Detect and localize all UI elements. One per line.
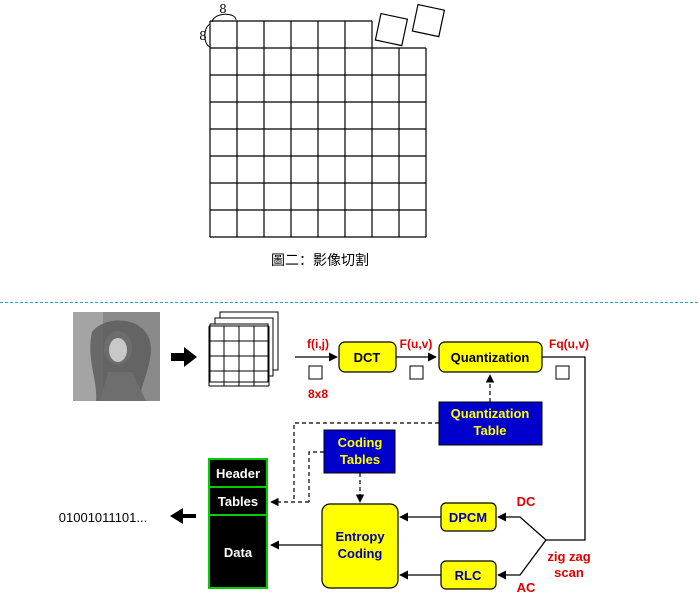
dct-label: DCT [354,350,381,365]
lifted-blocks [374,3,446,47]
entropy-coding-box [321,503,399,589]
label-dc: DC [517,494,536,509]
quant-table-box [438,401,543,446]
block-marker-3 [555,365,570,380]
section-divider [0,302,698,303]
block-grid [209,20,427,238]
block-marker-2 [409,365,424,380]
zigzag-line1: zig zag [547,549,590,564]
stream-header: Header [216,466,260,481]
arrow-split [171,347,197,367]
dim-brace-top [211,13,237,23]
stream-tables: Tables [218,494,258,509]
quant-table-line2: Table [474,423,507,438]
figure-caption: 圖二：影像切割 [271,252,369,269]
coding-tables-line1: Coding [338,435,383,450]
label-fij: f(i,j) [307,337,329,351]
label-ac: AC [517,580,536,595]
block-stack [208,311,279,387]
quantization-label: Quantization [451,350,530,365]
arrow-output [170,508,196,524]
label-fquv: Fq(u,v) [549,337,589,351]
dim-brace-left [204,23,211,48]
bitstream-text: 01001011101... [59,510,147,525]
label-fuv: F(u,v) [400,337,433,351]
block-dim-top: 8 [219,2,227,16]
line-to-zigzag [542,356,586,541]
block-marker-1 [308,365,323,380]
zigzag-line2: scan [554,565,584,580]
rlc-label: RLC [455,568,482,583]
dpcm-label: DPCM [449,510,487,525]
stream-data: Data [224,545,253,560]
entropy-line2: Coding [338,546,383,561]
source-image [73,312,160,401]
quant-table-line1: Quantization [451,406,530,421]
block-dim-left: 8 [199,29,207,43]
label-8x8: 8x8 [308,387,328,401]
entropy-line1: Entropy [335,529,385,544]
coding-tables-line2: Tables [340,452,380,467]
output-stream [208,458,268,589]
